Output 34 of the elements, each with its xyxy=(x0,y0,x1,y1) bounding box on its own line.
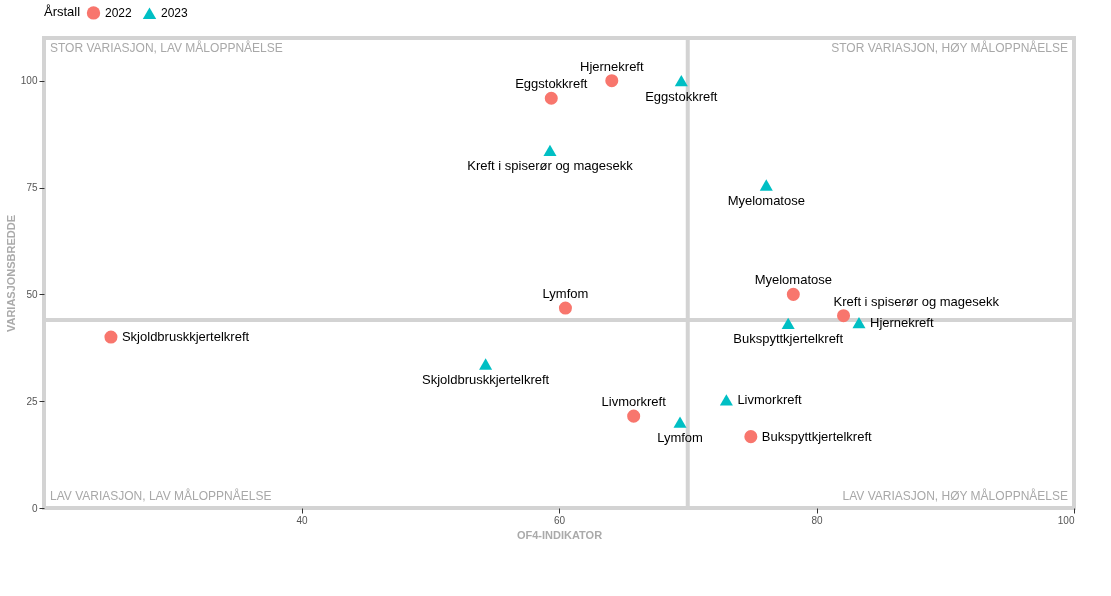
annotation: LAV VARIASJON, HØY MÅLOPPNÅELSE xyxy=(842,488,1068,503)
y-tick-label: 0 xyxy=(31,502,38,514)
data-label: Skjoldbruskkjertelkreft xyxy=(422,372,550,388)
y-axis-title: VARIASJONSBREDDE xyxy=(4,214,17,333)
x-axis-title: OF4-INDIKATOR xyxy=(516,528,603,541)
x-tick-label: 60 xyxy=(553,514,566,526)
data-label: Eggstokkreft xyxy=(645,88,718,104)
data-label: Hjernekreft xyxy=(580,58,644,74)
data-label: Livmorkreft xyxy=(601,394,667,410)
y-tick-label: 25 xyxy=(26,395,38,407)
data-label: Eggstokkreft xyxy=(515,76,588,92)
data-label: Kreft i spiserør og magesekk xyxy=(833,293,1000,309)
data-label: Bukspyttkjertelkreft xyxy=(761,428,873,444)
data-label: Skjoldbruskkjertelkreft xyxy=(121,329,250,345)
x-tick-label: 80 xyxy=(811,514,823,526)
data-label: Kreft i spiserør og magesekk xyxy=(467,158,634,174)
legend-label: 2023 xyxy=(161,6,189,21)
x-tick-label: 40 xyxy=(296,514,308,526)
data-label: Hjernekreft xyxy=(869,314,934,330)
y-tick-label: 100 xyxy=(20,75,38,87)
y-tick-label: 50 xyxy=(26,288,38,300)
annotation: LAV VARIASJON, LAV MÅLOPPNÅELSE xyxy=(50,488,272,503)
legend-label: 2022 xyxy=(105,5,133,20)
annotation: STOR VARIASJON, HØY MÅLOPPNÅELSE xyxy=(831,40,1068,55)
y-tick-label: 75 xyxy=(26,182,38,194)
data-label: Bukspyttkjertelkreft xyxy=(733,331,844,347)
data-label: Myelomatose xyxy=(754,272,832,288)
legend-title: Årstall xyxy=(44,4,81,19)
data-label: Lymfom xyxy=(657,430,703,446)
annotation: STOR VARIASJON, LAV MÅLOPPNÅELSE xyxy=(50,40,283,55)
data-label: Myelomatose xyxy=(727,192,805,208)
data-label: Lymfom xyxy=(542,286,589,302)
x-tick-label: 100 xyxy=(1057,514,1075,526)
data-label: Livmorkreft xyxy=(737,391,803,407)
